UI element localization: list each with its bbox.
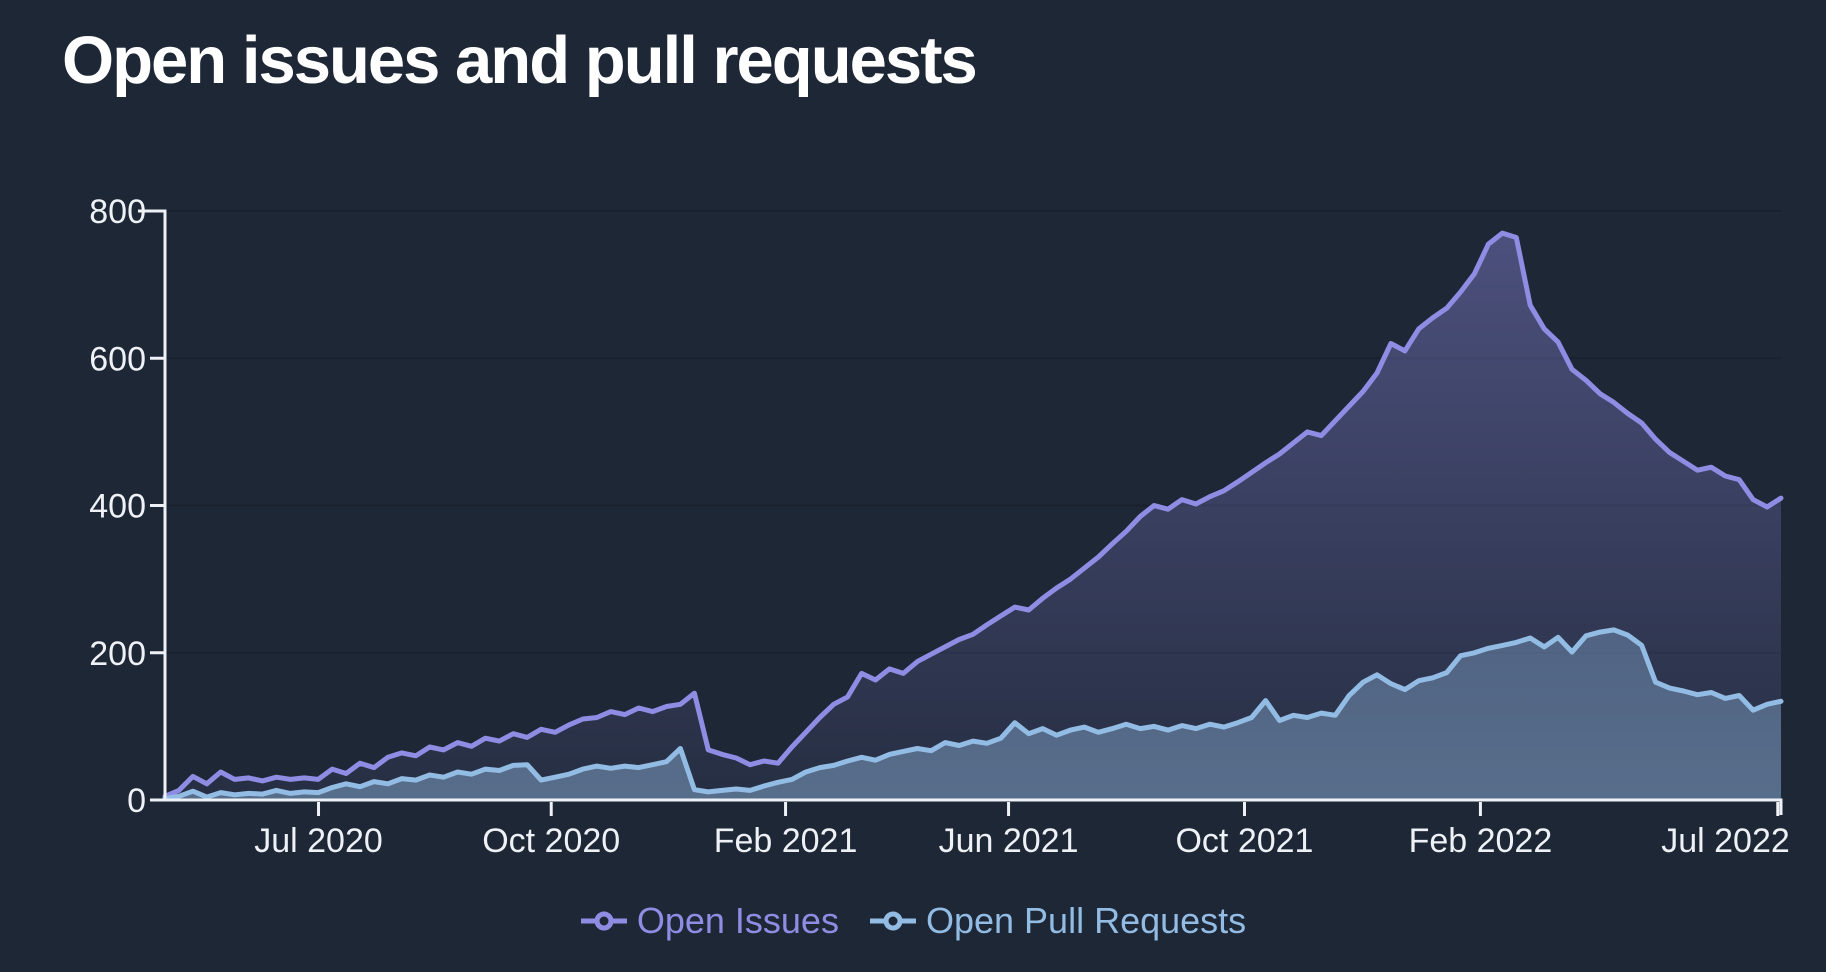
x-tick-label: Jun 2021 (939, 822, 1079, 860)
x-tick-label: Jul 2020 (254, 822, 383, 860)
legend-item-open-issues[interactable]: Open Issues (580, 900, 839, 942)
x-tick-label: Oct 2020 (482, 822, 620, 860)
area-open-pull-requests (165, 629, 1781, 800)
y-tick-label: 800 (89, 193, 146, 231)
y-tick-label: 600 (89, 340, 146, 378)
y-tick-label: 200 (89, 635, 146, 673)
line-open-issues (162, 230, 1784, 799)
line-marker-icon (869, 911, 916, 931)
x-tick-label: Feb 2021 (714, 822, 858, 860)
chart-legend: Open Issues Open Pull Requests (0, 900, 1826, 942)
axis-labels: 0 200 400 600 800 Jul 2020 Oct 2020 Feb 2021 Jun… (89, 193, 1790, 860)
legend-item-open-pull-requests[interactable]: Open Pull Requests (869, 900, 1246, 942)
axes (138, 209, 1783, 816)
x-tick-label: Feb 2022 (1409, 822, 1553, 860)
series-lines (162, 230, 1784, 801)
x-tick-label: Jul 2022 (1661, 822, 1790, 860)
line-open-pull-requests (162, 627, 1784, 801)
x-tick-label: Oct 2021 (1175, 822, 1313, 860)
legend-label-open-pull-requests: Open Pull Requests (925, 900, 1247, 941)
legend-label-open-issues: Open Issues (636, 900, 839, 941)
y-tick-label: 400 (89, 488, 146, 526)
page-title: Open issues and pull requests (62, 23, 978, 98)
line-marker-icon (580, 911, 627, 931)
y-tick-label: 0 (127, 782, 146, 820)
